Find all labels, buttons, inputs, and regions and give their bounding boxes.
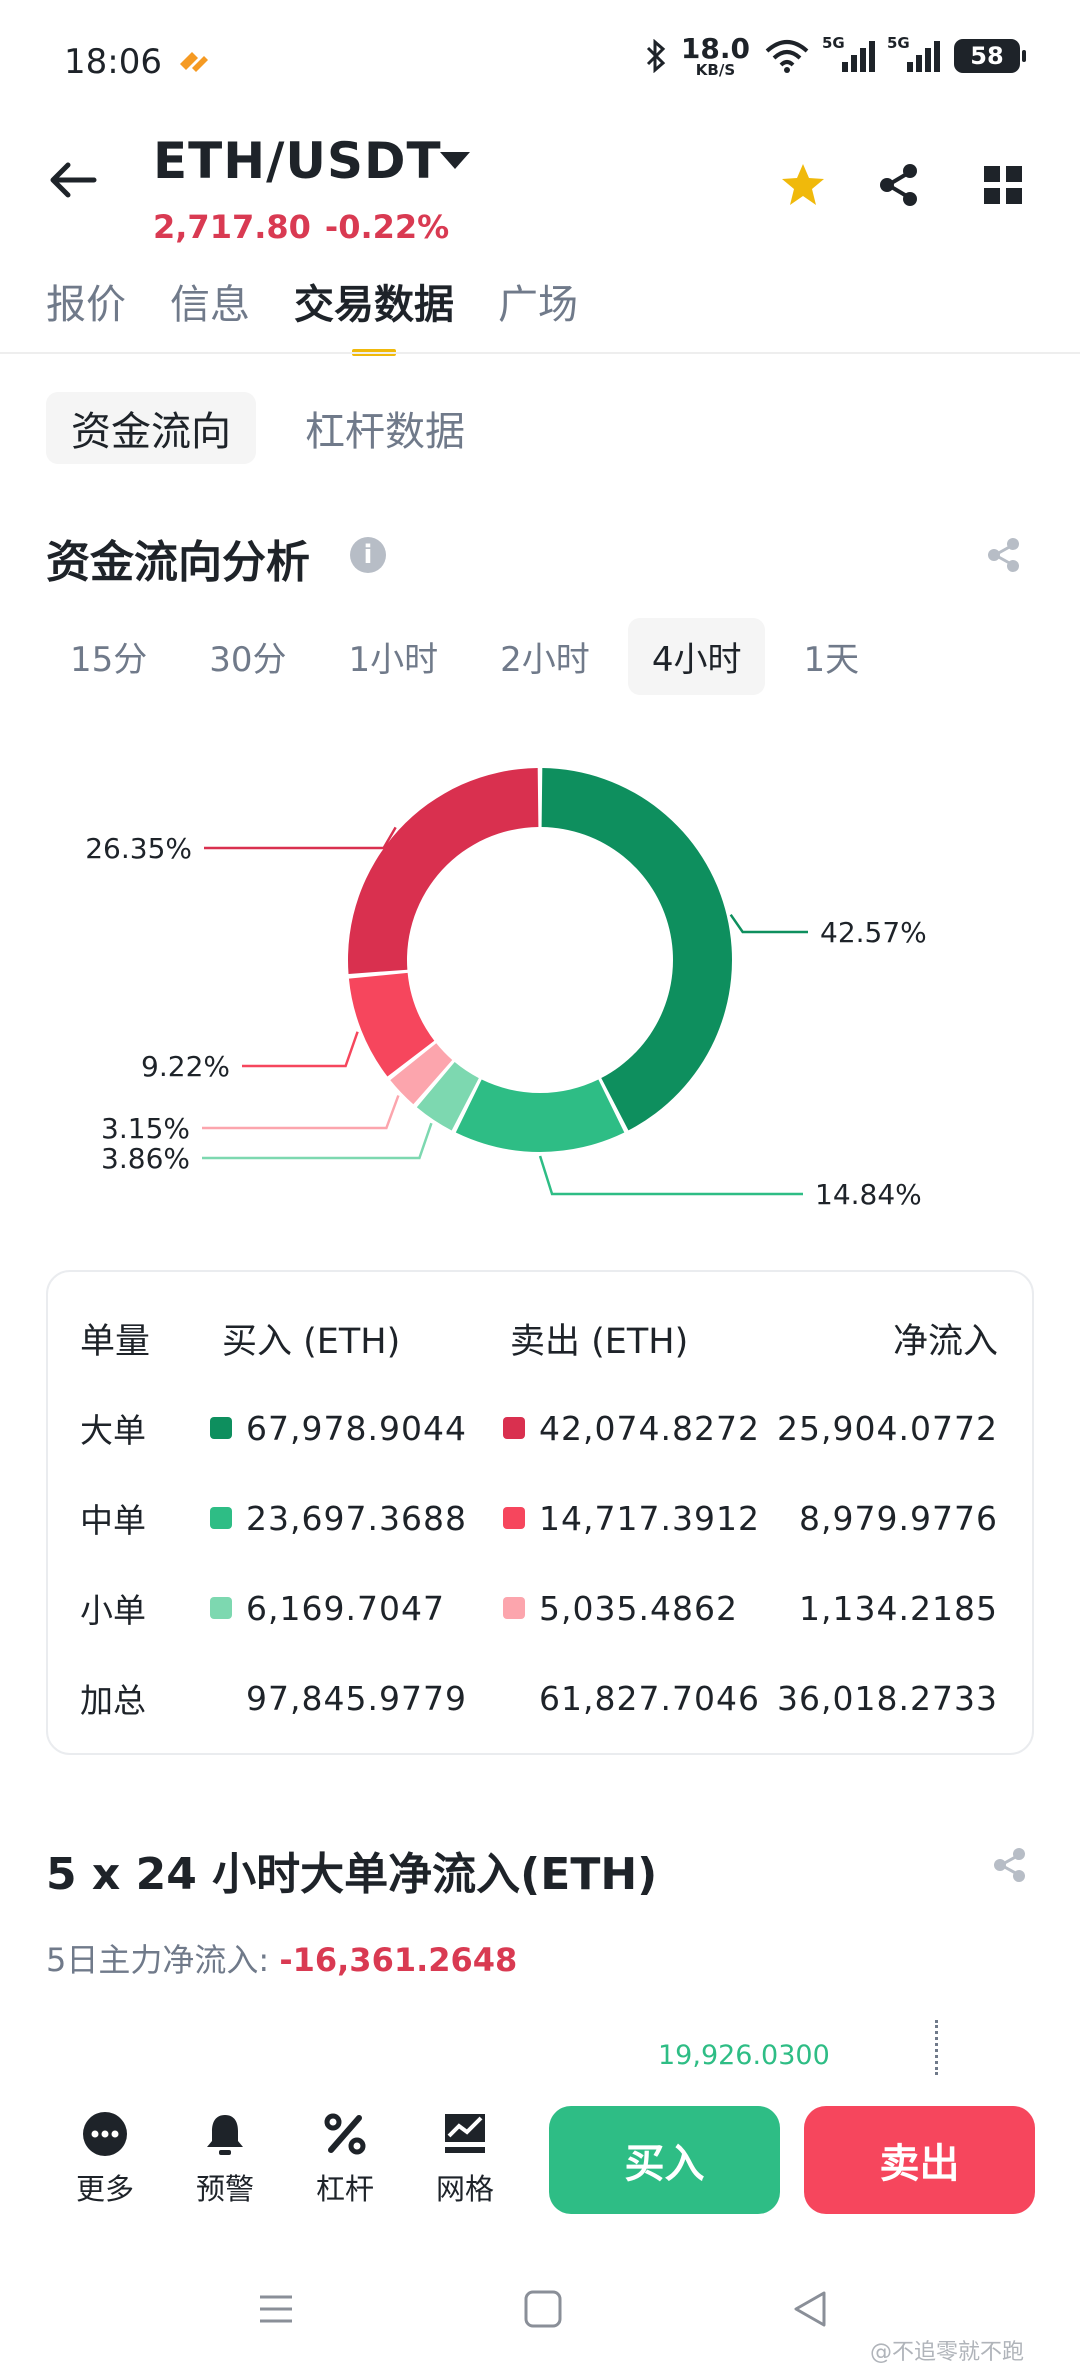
slice-label: 9.22%	[141, 1050, 230, 1083]
slice-label: 42.57%	[820, 916, 927, 949]
main-tabs: 报价 信息 交易数据 广场	[46, 272, 578, 330]
table-row: 中单 23,697.3688 14,717.3912 8,979.9776	[80, 1498, 998, 1541]
watermark: @不追零就不跑	[870, 2340, 1025, 2365]
slice-label: 26.35%	[85, 832, 192, 865]
info-icon[interactable]: i	[350, 537, 386, 573]
donut-slice[interactable]	[455, 1079, 625, 1152]
grid-trading-button[interactable]: 网格	[420, 2110, 510, 2208]
time-tab-4h[interactable]: 4小时	[627, 618, 766, 695]
time-tab-1h[interactable]: 1小时	[348, 640, 439, 680]
subtab-fund-flow[interactable]: 资金流向	[46, 392, 256, 464]
app-notification-icon	[180, 52, 208, 72]
slice-label: 14.84%	[815, 1178, 922, 1211]
donut-slice[interactable]	[390, 1043, 453, 1105]
legend-swatch	[210, 1597, 232, 1619]
signal-icon: 5G	[887, 34, 940, 73]
menu-icon[interactable]	[254, 2287, 298, 2331]
share-icon[interactable]	[984, 535, 1024, 575]
donut-slice[interactable]	[541, 768, 733, 1131]
back-arrow-icon[interactable]	[48, 160, 98, 200]
header-volume: 单量	[80, 1321, 151, 1362]
time-tabs: 15分 30分 1小时 2小时 4小时 1天	[46, 618, 883, 695]
header-buy: 买入 (ETH)	[222, 1321, 401, 1362]
tab-trading-data[interactable]: 交易数据	[294, 272, 454, 330]
pair-title[interactable]: ETH/USDT	[153, 132, 442, 190]
slice-label: 3.15%	[101, 1112, 190, 1145]
more-button[interactable]: 更多	[60, 2110, 150, 2208]
time-tab-30m[interactable]: 30分	[209, 640, 287, 680]
alert-button[interactable]: 预警	[180, 2110, 270, 2208]
five-day-net-inflow: 5日主力净流入: -16,361.2648	[46, 1941, 518, 1979]
share-icon[interactable]	[874, 160, 924, 210]
divider	[0, 352, 1080, 354]
battery-icon: 58	[954, 39, 1026, 74]
section-title-large-order-inflow: 5 x 24 小时大单净流入(ETH)	[46, 1849, 658, 1900]
leader-line	[204, 826, 397, 850]
back-icon[interactable]	[788, 2287, 832, 2331]
star-icon[interactable]	[778, 160, 828, 210]
leverage-button[interactable]: 杠杆	[300, 2110, 390, 2208]
chart-crosshair-line	[935, 2020, 938, 2075]
grid-icon[interactable]	[978, 160, 1028, 210]
time-tab-2h[interactable]: 2小时	[500, 640, 590, 680]
fund-flow-donut-chart: 42.57% 14.84% 3.86%3.15% 9.22% 26.35%	[85, 768, 927, 1211]
last-price: 2,717.80	[153, 208, 311, 246]
status-time: 18:06	[64, 42, 162, 82]
section-title-fund-flow: 资金流向分析	[46, 537, 310, 588]
network-speed: 18.0 KB/S	[680, 32, 750, 79]
donut-slice[interactable]	[416, 1062, 479, 1131]
price-line: 2,717.80 -0.22%	[153, 208, 449, 246]
tab-quote[interactable]: 报价	[46, 282, 126, 328]
subtab-leverage-data[interactable]: 杠杆数据	[305, 409, 465, 455]
leader-line	[202, 1095, 400, 1130]
donut-slice[interactable]	[348, 972, 435, 1077]
slice-label: 3.86%	[101, 1142, 190, 1175]
share-icon[interactable]	[990, 1845, 1030, 1885]
leverage-icon	[324, 2113, 366, 2155]
table-row: 大单 67,978.9044 42,074.8272 25,904.0772	[80, 1408, 998, 1451]
grid-trading-icon	[445, 2114, 485, 2153]
bluetooth-icon	[646, 39, 666, 74]
buy-button[interactable]: 买入	[549, 2106, 780, 2214]
table-header: 单量 买入 (ETH) 卖出 (ETH) 净流入	[80, 1308, 1000, 1368]
time-tab-1d[interactable]: 1天	[803, 640, 860, 680]
table-row: 小单 6,169.7047 5,035.4862 1,134.2185	[80, 1588, 998, 1631]
header-net: 净流入	[892, 1321, 998, 1362]
fund-flow-table-card	[46, 1270, 1034, 1755]
leader-line	[242, 1031, 359, 1068]
donut-slice[interactable]	[348, 768, 539, 975]
legend-swatch	[503, 1597, 525, 1619]
chevron-down-icon[interactable]	[440, 152, 470, 169]
legend-swatch	[503, 1417, 525, 1439]
leader-line	[538, 1155, 803, 1196]
signal-icon: 5G	[822, 34, 875, 73]
legend-swatch	[503, 1507, 525, 1529]
status-indicators: 18.0 KB/S 5G 5G 58	[645, 32, 1026, 79]
home-icon[interactable]	[521, 2287, 565, 2331]
tab-square[interactable]: 广场	[498, 282, 578, 328]
leader-line	[729, 913, 808, 934]
wifi-icon	[765, 40, 809, 74]
sell-button[interactable]: 卖出	[804, 2106, 1035, 2214]
header-sell: 卖出 (ETH)	[510, 1321, 689, 1362]
legend-swatch	[210, 1507, 232, 1529]
leader-line	[202, 1122, 433, 1160]
time-tab-15m[interactable]: 15分	[70, 640, 148, 680]
tab-info[interactable]: 信息	[170, 282, 250, 328]
chart-peak-label: 19,926.0300	[658, 2040, 830, 2071]
price-change: -0.22%	[324, 208, 450, 246]
table-row-total: 加总 97,845.9779 61,827.7046 36,018.2733	[80, 1678, 998, 1721]
legend-swatch	[210, 1417, 232, 1439]
bell-icon	[207, 2115, 243, 2155]
more-icon	[83, 2112, 127, 2156]
